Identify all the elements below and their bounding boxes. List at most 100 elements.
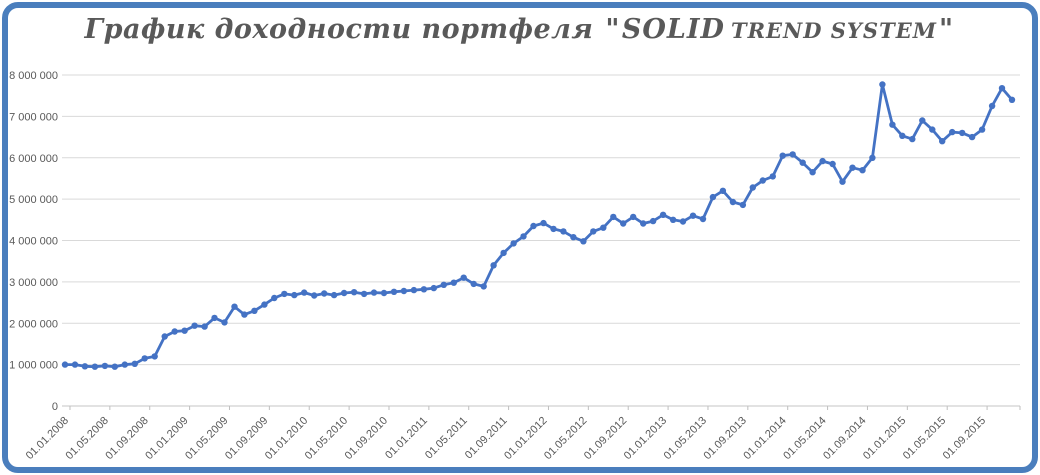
data-point-marker xyxy=(799,159,806,166)
data-point-marker xyxy=(829,160,836,168)
data-point-marker xyxy=(380,289,388,297)
data-point-marker xyxy=(171,328,178,335)
data-point-marker xyxy=(769,173,776,180)
data-point-marker xyxy=(131,360,138,367)
x-axis-label: 01.09.2010 xyxy=(343,415,390,462)
data-point-marker xyxy=(570,234,577,241)
data-point-marker xyxy=(560,228,567,235)
data-point-marker xyxy=(400,287,408,295)
data-point-marker xyxy=(211,314,218,322)
data-point-marker xyxy=(998,85,1006,92)
data-point-marker xyxy=(968,133,976,141)
data-point-marker xyxy=(71,361,79,368)
data-point-marker xyxy=(121,361,128,368)
data-point-marker xyxy=(679,218,687,225)
data-point-marker xyxy=(709,193,717,201)
data-point-marker xyxy=(659,211,667,218)
data-point-marker xyxy=(749,184,756,191)
data-point-marker xyxy=(141,355,148,362)
data-point-marker xyxy=(281,290,288,298)
data-point-marker xyxy=(899,132,906,139)
y-axis-label: 7 000 000 xyxy=(9,111,58,123)
data-point-marker xyxy=(978,126,986,133)
data-point-marker xyxy=(470,280,477,288)
data-point-marker xyxy=(91,363,99,370)
data-point-marker xyxy=(869,154,876,161)
data-point-marker xyxy=(929,126,936,133)
data-point-marker xyxy=(689,212,697,219)
data-point-marker xyxy=(809,169,816,176)
data-point-marker xyxy=(271,294,278,302)
brand-name-secondary: TREND SYSTEM xyxy=(730,18,937,43)
data-point-marker xyxy=(311,292,318,299)
x-axis-label: 01.09.2015 xyxy=(941,415,988,462)
data-point-marker xyxy=(859,167,866,174)
data-point-marker xyxy=(360,290,368,298)
data-point-marker xyxy=(370,289,378,296)
data-point-marker xyxy=(261,301,268,308)
data-point-marker xyxy=(460,274,467,281)
data-point-marker xyxy=(450,279,457,286)
data-point-marker xyxy=(111,363,119,370)
data-point-marker xyxy=(291,291,298,299)
data-point-marker xyxy=(61,361,69,368)
data-point-marker xyxy=(490,262,497,269)
data-point-marker xyxy=(719,187,727,194)
data-point-marker xyxy=(889,121,896,128)
data-point-marker xyxy=(789,151,796,158)
chart-title-open-quote: " xyxy=(605,14,620,45)
data-point-marker xyxy=(1008,96,1016,104)
data-point-marker xyxy=(231,303,238,310)
data-point-marker xyxy=(849,164,856,171)
data-point-marker xyxy=(959,129,966,137)
data-point-marker xyxy=(350,289,358,296)
data-point-marker xyxy=(330,291,338,299)
x-axis-label: 01.01.2011 xyxy=(383,415,430,462)
data-point-marker xyxy=(221,319,228,326)
data-point-marker xyxy=(739,201,747,209)
y-axis-label: 3 000 000 xyxy=(9,277,58,289)
y-axis-label: 0 xyxy=(52,401,58,413)
data-point-marker xyxy=(909,135,916,143)
data-point-marker xyxy=(540,219,547,227)
data-point-marker xyxy=(949,128,956,136)
y-axis-label: 6 000 000 xyxy=(9,153,58,165)
data-point-marker xyxy=(600,224,607,231)
data-point-marker xyxy=(630,213,637,221)
data-point-marker xyxy=(480,283,487,290)
data-point-marker xyxy=(759,177,766,184)
data-point-marker xyxy=(590,228,597,235)
data-point-marker xyxy=(699,215,707,223)
x-axis-label: 01.05.2011 xyxy=(423,415,470,462)
data-point-marker xyxy=(530,222,537,230)
data-point-marker xyxy=(620,220,627,227)
data-point-marker xyxy=(390,288,398,295)
data-point-marker xyxy=(580,238,587,245)
chart-title-close-quote: " xyxy=(938,14,954,45)
data-point-marker xyxy=(919,117,926,124)
data-point-marker xyxy=(420,286,428,293)
y-axis-label: 5 000 000 xyxy=(9,194,58,206)
data-point-marker xyxy=(201,323,208,330)
data-point-marker xyxy=(301,289,308,296)
data-point-marker xyxy=(839,178,846,185)
y-axis-label: 2 000 000 xyxy=(9,318,58,330)
data-point-marker xyxy=(410,286,418,294)
data-point-marker xyxy=(241,311,248,318)
data-point-marker xyxy=(340,289,348,297)
data-point-marker xyxy=(669,216,677,223)
data-point-marker xyxy=(520,233,527,240)
y-axis-label: 4 000 000 xyxy=(9,236,58,248)
data-point-marker xyxy=(191,322,198,329)
data-point-marker xyxy=(101,362,109,370)
data-point-marker xyxy=(779,152,786,159)
data-point-marker xyxy=(510,240,517,247)
data-point-marker xyxy=(430,284,437,292)
data-point-marker xyxy=(610,213,617,221)
series-line xyxy=(63,83,1014,369)
data-point-marker xyxy=(321,290,328,297)
data-point-marker xyxy=(251,307,258,314)
data-point-marker xyxy=(939,138,946,145)
data-point-marker xyxy=(500,249,507,257)
